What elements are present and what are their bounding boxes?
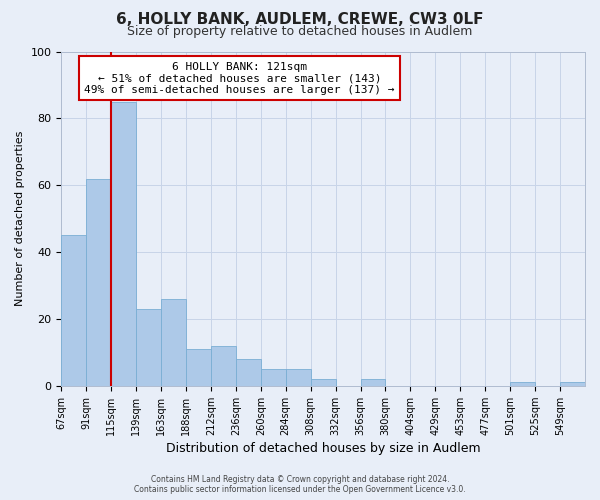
Bar: [510, 382, 535, 386]
Bar: [286, 369, 311, 386]
Bar: [560, 382, 585, 386]
Bar: [136, 309, 161, 386]
Bar: [261, 369, 286, 386]
Bar: [361, 379, 385, 386]
Bar: [111, 102, 136, 386]
Bar: [186, 349, 211, 386]
Y-axis label: Number of detached properties: Number of detached properties: [15, 131, 25, 306]
Bar: [86, 178, 111, 386]
Bar: [236, 359, 261, 386]
X-axis label: Distribution of detached houses by size in Audlem: Distribution of detached houses by size …: [166, 442, 481, 455]
Bar: [61, 236, 86, 386]
Bar: [311, 379, 335, 386]
Bar: [161, 299, 186, 386]
Text: 6 HOLLY BANK: 121sqm
← 51% of detached houses are smaller (143)
49% of semi-deta: 6 HOLLY BANK: 121sqm ← 51% of detached h…: [84, 62, 395, 94]
Bar: [211, 346, 236, 386]
Text: Contains HM Land Registry data © Crown copyright and database right 2024.
Contai: Contains HM Land Registry data © Crown c…: [134, 474, 466, 494]
Text: 6, HOLLY BANK, AUDLEM, CREWE, CW3 0LF: 6, HOLLY BANK, AUDLEM, CREWE, CW3 0LF: [116, 12, 484, 28]
Text: Size of property relative to detached houses in Audlem: Size of property relative to detached ho…: [127, 25, 473, 38]
